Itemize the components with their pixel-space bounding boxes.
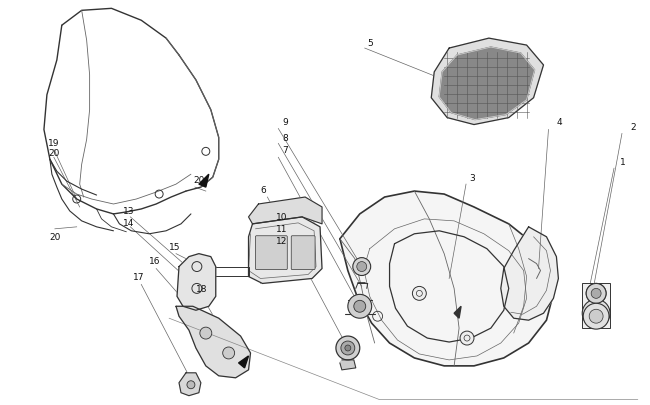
Polygon shape <box>340 192 553 366</box>
Text: 1: 1 <box>620 158 626 166</box>
Polygon shape <box>199 175 209 188</box>
Text: 15: 15 <box>169 243 181 252</box>
Circle shape <box>589 309 603 323</box>
Circle shape <box>591 289 601 298</box>
Text: 16: 16 <box>150 256 161 265</box>
Circle shape <box>586 284 606 304</box>
Text: 8: 8 <box>282 134 288 143</box>
Text: 18: 18 <box>196 284 207 293</box>
Polygon shape <box>177 254 216 311</box>
Polygon shape <box>248 217 322 284</box>
Text: 10: 10 <box>276 213 288 222</box>
FancyBboxPatch shape <box>255 236 287 270</box>
Text: 6: 6 <box>261 185 266 194</box>
Circle shape <box>354 301 366 313</box>
Polygon shape <box>454 307 461 318</box>
Circle shape <box>348 294 372 318</box>
Text: 20: 20 <box>49 233 60 242</box>
Circle shape <box>583 304 609 329</box>
FancyBboxPatch shape <box>582 284 610 328</box>
Circle shape <box>586 284 606 304</box>
Text: 19: 19 <box>48 139 59 147</box>
Text: 20: 20 <box>193 175 204 184</box>
Circle shape <box>412 287 426 301</box>
Polygon shape <box>176 307 250 378</box>
Polygon shape <box>500 227 558 320</box>
Text: 7: 7 <box>282 145 288 154</box>
Circle shape <box>223 347 235 359</box>
Circle shape <box>591 289 601 298</box>
Polygon shape <box>439 48 534 120</box>
Text: 3: 3 <box>469 173 474 182</box>
Text: 11: 11 <box>276 225 288 234</box>
Text: 20: 20 <box>48 149 59 158</box>
Circle shape <box>345 345 351 351</box>
Polygon shape <box>248 198 322 224</box>
Circle shape <box>187 381 195 389</box>
Polygon shape <box>179 373 201 396</box>
Polygon shape <box>239 356 248 368</box>
Circle shape <box>357 262 367 272</box>
FancyBboxPatch shape <box>291 236 315 270</box>
Text: 9: 9 <box>282 118 288 127</box>
Circle shape <box>336 336 359 360</box>
Circle shape <box>582 300 610 327</box>
Circle shape <box>588 305 604 322</box>
Text: 12: 12 <box>276 237 288 245</box>
Text: 14: 14 <box>124 219 135 228</box>
Circle shape <box>353 258 370 276</box>
Text: 4: 4 <box>556 118 562 127</box>
Text: 2: 2 <box>630 123 636 132</box>
Text: 5: 5 <box>368 38 374 47</box>
Circle shape <box>200 327 212 339</box>
Text: 13: 13 <box>124 207 135 216</box>
Circle shape <box>341 341 355 355</box>
Circle shape <box>460 331 474 345</box>
Text: 17: 17 <box>133 272 145 281</box>
Polygon shape <box>340 360 356 370</box>
Polygon shape <box>431 39 543 125</box>
